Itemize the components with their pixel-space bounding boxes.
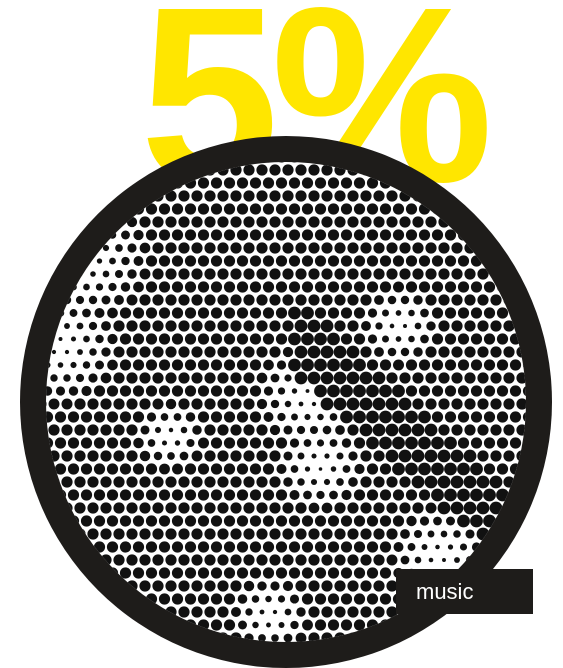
halftone-disc-image <box>20 136 552 668</box>
halftone-dots <box>46 162 526 642</box>
category-tag[interactable]: music <box>396 569 533 614</box>
